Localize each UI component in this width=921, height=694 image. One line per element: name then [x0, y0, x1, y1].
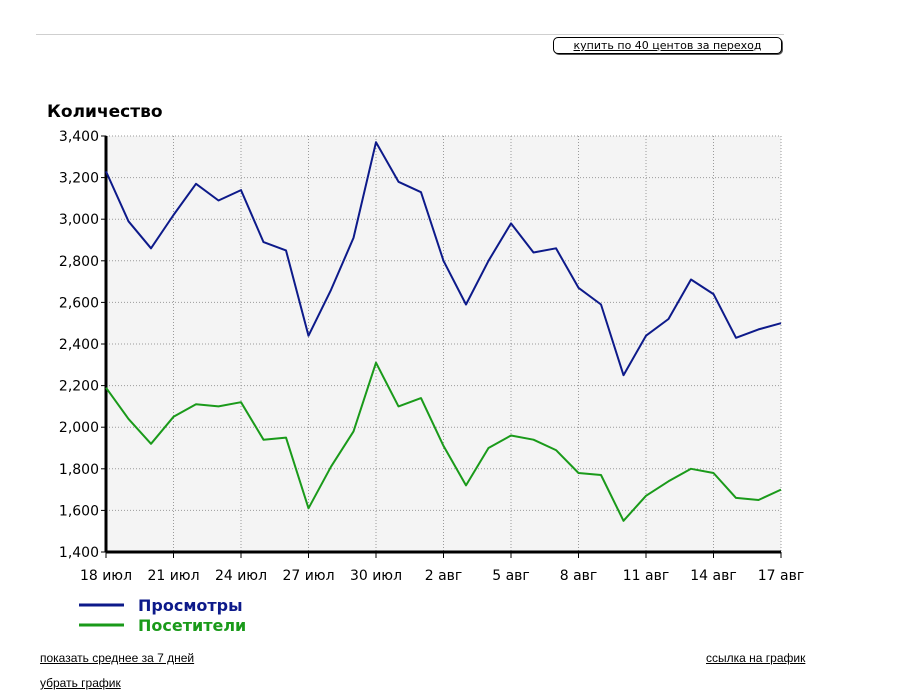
y-tick-label: 2,600	[59, 295, 99, 311]
legend-label-0: Просмотры	[138, 596, 243, 615]
buy-traffic-button[interactable]: купить по 40 центов за переход	[553, 37, 782, 54]
x-tick-label: 21 июл	[147, 568, 199, 584]
x-tick-label: 24 июл	[215, 568, 267, 584]
x-tick-label: 30 июл	[350, 568, 402, 584]
legend-label-1: Посетители	[138, 616, 246, 635]
y-axis-title: Количество	[47, 102, 163, 122]
x-tick-label: 2 авг	[425, 568, 463, 584]
top-divider	[36, 34, 784, 35]
y-tick-label: 1,800	[59, 462, 99, 478]
y-tick-label: 2,000	[59, 420, 99, 436]
y-tick-label: 1,600	[59, 503, 99, 519]
y-tick-label: 2,200	[59, 379, 99, 395]
x-tick-label: 8 авг	[560, 568, 598, 584]
x-tick-label: 27 июл	[282, 568, 334, 584]
x-tick-label: 18 июл	[80, 568, 132, 584]
series-line-1	[105, 361, 782, 522]
y-tick-label: 3,400	[59, 129, 99, 145]
y-tick-label: 3,200	[59, 171, 99, 187]
series-line-0	[105, 141, 782, 377]
y-tick-label: 1,400	[59, 545, 99, 561]
x-tick-label: 17 авг	[758, 568, 804, 584]
y-tick-label: 3,000	[59, 212, 99, 228]
x-tick-label: 5 авг	[492, 568, 530, 584]
axes: 1,400 1,600 1,800 2,000 2,200 2,400 2,600 2,800…	[59, 129, 804, 584]
x-tick-label: 11 авг	[623, 568, 669, 584]
chart-link[interactable]: ссылка на график	[706, 651, 806, 665]
series	[105, 141, 782, 522]
y-tick-label: 2,800	[59, 254, 99, 270]
remove-chart-link[interactable]: убрать график	[40, 676, 121, 690]
grid	[106, 135, 782, 552]
x-tick-label: 14 авг	[690, 568, 736, 584]
show-7-day-average-link[interactable]: показать среднее за 7 дней	[40, 651, 195, 665]
y-tick-label: 2,400	[59, 337, 99, 353]
